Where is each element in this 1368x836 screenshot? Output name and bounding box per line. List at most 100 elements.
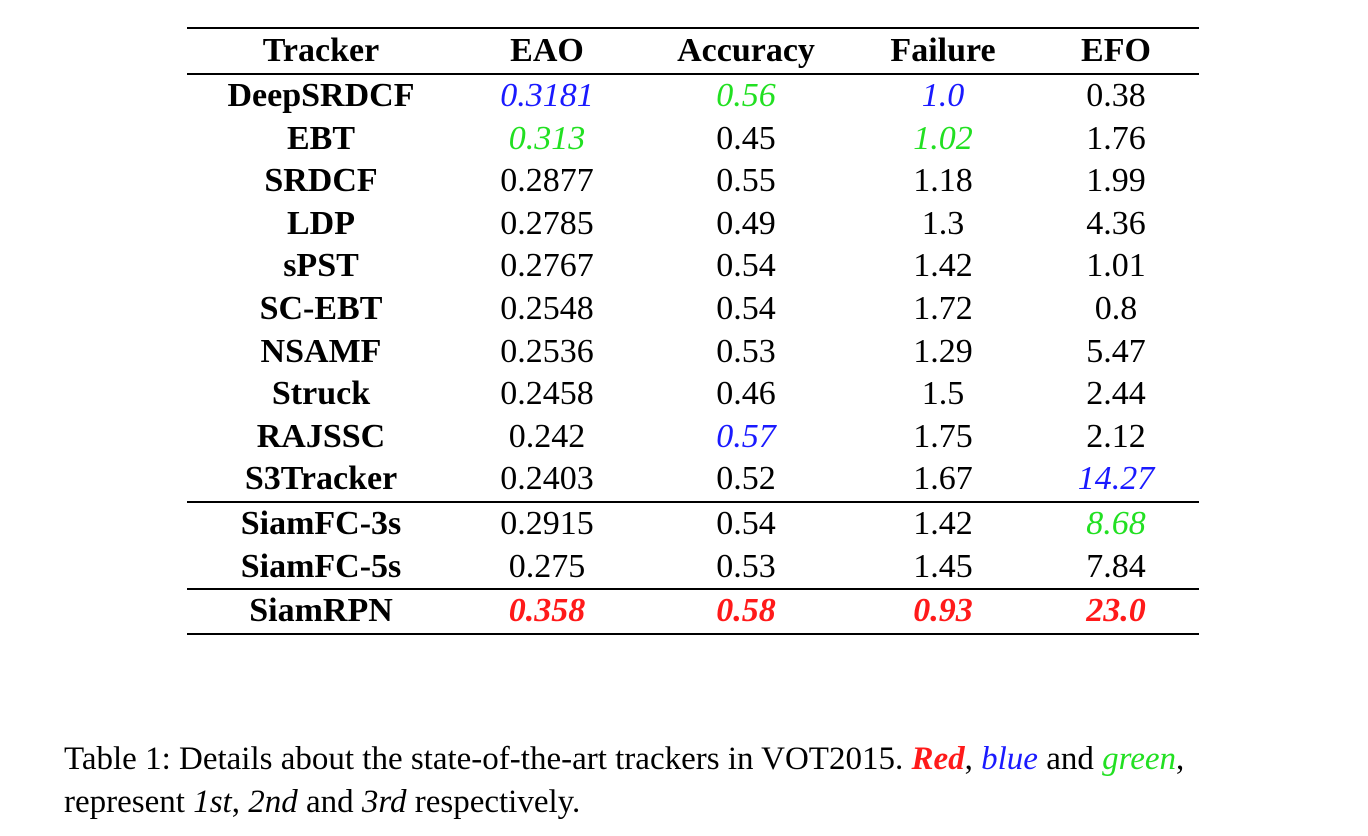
accuracy-cell: 0.45 (716, 119, 776, 157)
efo-cell: 7.84 (1086, 547, 1146, 585)
tracker-name: SiamFC-5s (240, 547, 402, 585)
failure-cell: 0.93 (913, 592, 973, 630)
tracker-name: sPST (283, 247, 359, 285)
table-body: DeepSRDCF 0.3181 0.56 1.0 0.38 EBT 0.313… (187, 74, 1199, 634)
tracker-name: RAJSSC (256, 417, 386, 455)
eao-cell: 0.2767 (500, 247, 594, 285)
tracker-name: SiamRPN (249, 592, 393, 630)
caption-line-1: Table 1: Details about the state-of-the-… (64, 738, 1344, 781)
header-tracker: Tracker (262, 32, 380, 69)
accuracy-cell: 0.46 (716, 375, 776, 413)
eao-cell: 0.2536 (500, 332, 594, 370)
eao-cell: 0.358 (508, 592, 586, 630)
caption-sep: , (964, 741, 982, 777)
failure-cell: 1.72 (913, 289, 973, 327)
caption-sep: , (231, 784, 249, 820)
eao-cell: 0.2785 (500, 204, 594, 242)
tracker-name: S3Tracker (244, 460, 398, 498)
efo-cell: 0.38 (1086, 77, 1146, 114)
accuracy-cell: 0.53 (716, 547, 776, 585)
caption-prefix: Table 1: Details about the state-of-the-… (64, 741, 912, 777)
failure-cell: 1.02 (913, 119, 973, 157)
table-row: S3Tracker 0.2403 0.52 1.67 14.27 (187, 458, 1199, 502)
failure-cell: 1.42 (913, 504, 973, 542)
table-row: sPST 0.2767 0.54 1.42 1.01 (187, 245, 1199, 288)
header-accuracy: Accuracy (677, 32, 815, 69)
table-row: DeepSRDCF 0.3181 0.56 1.0 0.38 (187, 74, 1199, 118)
caption-second: 2nd (248, 784, 298, 820)
header-failure: Failure (890, 32, 996, 69)
eao-cell: 0.3181 (500, 77, 594, 114)
tracker-name: EBT (286, 119, 356, 157)
accuracy-cell: 0.55 (716, 162, 776, 200)
table-row: Struck 0.2458 0.46 1.5 2.44 (187, 373, 1199, 416)
efo-cell: 1.99 (1086, 162, 1146, 200)
tracker-name: LDP (287, 204, 355, 242)
efo-cell: 1.01 (1086, 247, 1146, 285)
tracker-name: NSAMF (260, 332, 382, 370)
failure-cell: 1.75 (913, 417, 973, 455)
table-row: SC-EBT 0.2548 0.54 1.72 0.8 (187, 288, 1199, 331)
caption-green: green (1102, 741, 1177, 777)
header-eao: EAO (510, 32, 584, 69)
accuracy-cell: 0.58 (716, 592, 776, 630)
efo-cell: 5.47 (1086, 332, 1146, 370)
caption-comma: , (1176, 741, 1185, 777)
eao-cell: 0.275 (508, 547, 586, 585)
accuracy-cell: 0.56 (716, 77, 776, 114)
eao-cell: 0.2548 (500, 289, 594, 327)
header-row: Tracker EAO Accuracy Failure EFO (187, 28, 1199, 74)
eao-cell: 0.2915 (500, 504, 594, 542)
efo-cell: 0.8 (1094, 289, 1138, 327)
table-header: Tracker EAO Accuracy Failure EFO (187, 28, 1199, 74)
table-row: SRDCF 0.2877 0.55 1.18 1.99 (187, 160, 1199, 203)
eao-cell: 0.2458 (500, 375, 594, 413)
table-row: SiamFC-3s 0.2915 0.54 1.42 8.68 (187, 501, 1199, 546)
eao-cell: 0.2877 (500, 162, 594, 200)
tracker-name: SC-EBT (259, 289, 383, 327)
failure-cell: 1.45 (913, 547, 973, 585)
failure-cell: 1.42 (913, 247, 973, 285)
header-efo: EFO (1081, 32, 1151, 69)
accuracy-cell: 0.54 (716, 247, 776, 285)
eao-cell: 0.313 (508, 119, 586, 157)
table-row: SiamRPN 0.358 0.58 0.93 23.0 (187, 589, 1199, 634)
eao-cell: 0.2403 (500, 460, 594, 498)
caption-red: Red (911, 741, 965, 777)
efo-cell: 2.44 (1086, 375, 1146, 413)
tracker-name: SRDCF (264, 162, 378, 200)
caption-and: and (297, 784, 362, 820)
table-row: EBT 0.313 0.45 1.02 1.76 (187, 118, 1199, 161)
caption-first: 1st (193, 784, 232, 820)
caption-blue: blue (981, 741, 1038, 777)
caption-third: 3rd (361, 784, 407, 820)
efo-cell: 8.68 (1086, 504, 1146, 542)
tracker-name: SiamFC-3s (240, 504, 402, 542)
efo-cell: 23.0 (1086, 592, 1146, 630)
failure-cell: 1.29 (913, 332, 973, 370)
efo-cell: 1.76 (1086, 119, 1146, 157)
failure-cell: 1.5 (921, 375, 965, 413)
efo-cell: 4.36 (1086, 204, 1146, 242)
failure-cell: 1.0 (921, 77, 965, 114)
failure-cell: 1.67 (913, 460, 973, 498)
accuracy-cell: 0.54 (716, 289, 776, 327)
results-table-container: Tracker EAO Accuracy Failure EFO DeepSRD… (187, 27, 1199, 635)
eao-cell: 0.242 (508, 417, 586, 455)
table-row: NSAMF 0.2536 0.53 1.29 5.47 (187, 331, 1199, 374)
caption-represent: represent (64, 784, 194, 820)
caption-line-2: represent 1st, 2nd and 3rd respectively. (64, 781, 1344, 824)
efo-cell: 14.27 (1077, 460, 1155, 498)
failure-cell: 1.3 (921, 204, 965, 242)
accuracy-cell: 0.54 (716, 504, 776, 542)
caption-and: and (1037, 741, 1103, 777)
tracker-name: DeepSRDCF (227, 77, 415, 114)
table-row: SiamFC-5s 0.275 0.53 1.45 7.84 (187, 546, 1199, 590)
failure-cell: 1.18 (913, 162, 973, 200)
efo-cell: 2.12 (1086, 417, 1146, 455)
accuracy-cell: 0.57 (716, 417, 776, 455)
table-caption: Table 1: Details about the state-of-the-… (64, 738, 1344, 824)
accuracy-cell: 0.53 (716, 332, 776, 370)
table-row: RAJSSC 0.242 0.57 1.75 2.12 (187, 416, 1199, 459)
tracker-name: Struck (271, 375, 371, 413)
